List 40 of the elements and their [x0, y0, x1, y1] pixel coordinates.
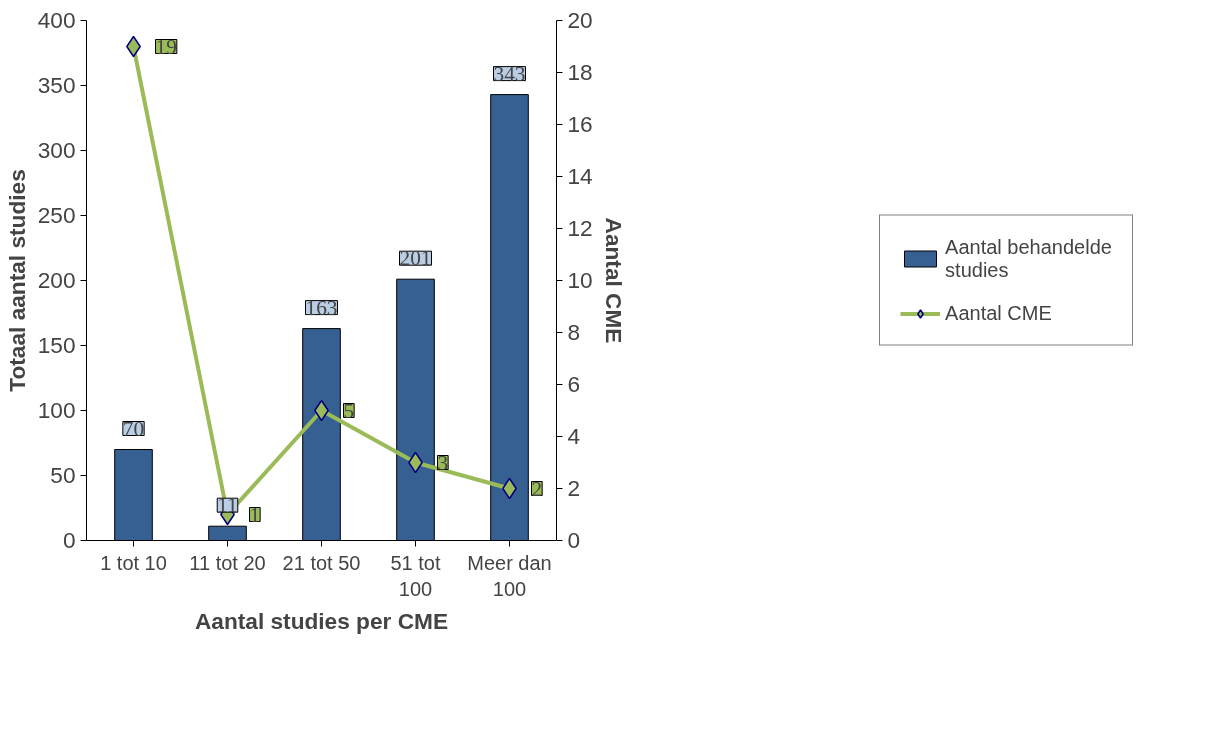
y-tick-label: 400: [37, 7, 76, 33]
y2-tick-label: 4: [567, 423, 581, 449]
y-tick-label: 250: [37, 202, 76, 228]
y2-tick-label: 6: [567, 371, 581, 397]
y-tick-label: 0: [62, 527, 76, 553]
y2-tick-label: 16: [567, 111, 593, 137]
data-label: 5: [343, 398, 355, 423]
data-label: 163: [305, 295, 338, 320]
data-label: 3: [437, 450, 449, 475]
data-label: 201: [399, 246, 432, 271]
y2-tick-label: 14: [567, 163, 593, 189]
x-tick-label: Meer dan 100: [467, 551, 552, 600]
y2-tick-label: 20: [567, 7, 593, 33]
y2-tick-label: 2: [567, 475, 581, 501]
y2-tick-label: 18: [567, 59, 593, 85]
y2-tick-label: 10: [567, 267, 593, 293]
legend-label: Aantal behandelde studies: [945, 235, 1112, 282]
legend-label: Aantal CME: [945, 301, 1052, 325]
data-label: 11: [217, 493, 238, 518]
y2-tick-label: 0: [567, 527, 581, 553]
data-label: 19: [155, 34, 177, 59]
x-tick-label: 51 tot 100: [390, 551, 441, 600]
y2-axis-title: Aantal CME: [600, 217, 627, 344]
x-tick-label: 11 tot 20: [189, 551, 266, 574]
x-tick-label: 1 tot 10: [100, 551, 167, 574]
data-label: 1: [249, 502, 261, 527]
y2-tick-label: 8: [567, 319, 581, 345]
y-tick-label: 300: [37, 137, 76, 163]
x-axis-title: Aantal studies per CME: [194, 607, 449, 634]
y-tick-label: 150: [37, 332, 76, 358]
y-axis-title: Totaal aantal studies: [3, 169, 30, 392]
y2-tick-label: 12: [567, 215, 593, 241]
y-tick-label: 200: [37, 267, 76, 293]
data-label: 70: [122, 416, 145, 441]
data-label: 2: [531, 476, 543, 501]
y-tick-label: 100: [37, 397, 76, 423]
data-label: 343: [493, 61, 526, 86]
y-tick-label: 350: [37, 72, 76, 98]
y-tick-label: 50: [50, 462, 76, 488]
x-tick-label: 21 tot 50: [282, 551, 361, 574]
